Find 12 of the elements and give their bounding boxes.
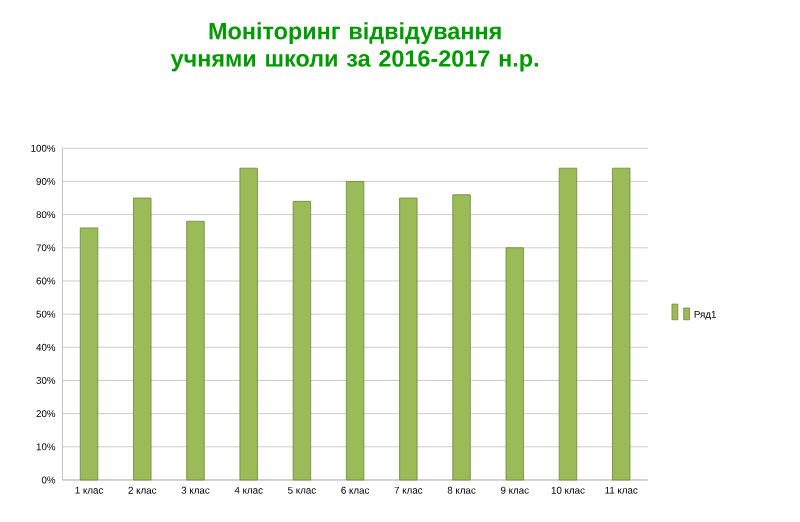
bar xyxy=(558,167,578,480)
chart-title: Моніторинг відвідування учнями школи за 2016-2017 н.р. xyxy=(170,21,538,71)
bar xyxy=(292,200,312,480)
bar xyxy=(452,193,471,480)
bar xyxy=(345,180,365,480)
bar xyxy=(612,167,631,480)
bar xyxy=(239,167,258,480)
bar xyxy=(133,197,152,480)
bar xyxy=(79,227,99,480)
bar xyxy=(186,220,205,480)
bar xyxy=(399,197,418,480)
bar xyxy=(505,246,524,480)
